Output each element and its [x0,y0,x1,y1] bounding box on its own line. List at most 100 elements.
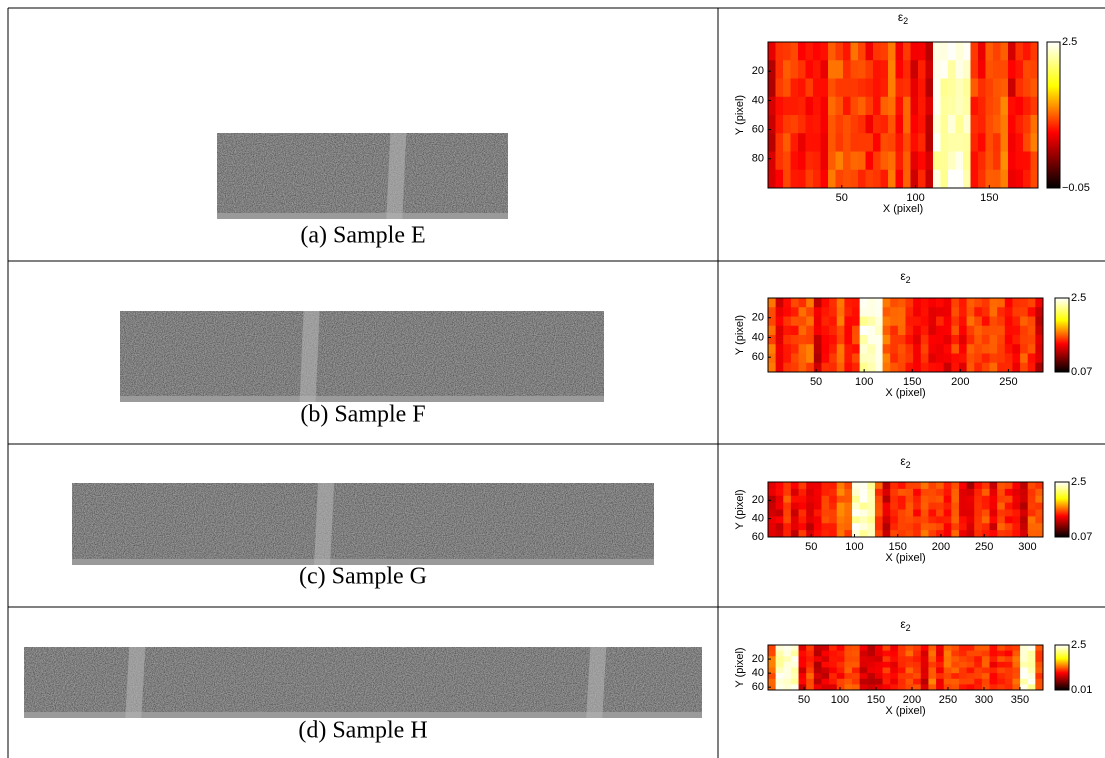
heat-cell [1020,488,1029,497]
heat-cell [920,307,929,317]
heat-cell [1004,650,1013,657]
heat-cell [850,151,859,171]
heat-cell [936,325,945,336]
x-tick-label: 350 [1011,694,1029,706]
heat-cell [989,673,998,680]
heat-cell [918,169,926,189]
heat-cell [820,133,829,152]
heat-cell [1004,362,1013,373]
heat-cell [813,335,822,345]
heat-cell [882,325,891,336]
heat-cell [882,530,891,538]
heat-cell [997,645,1006,652]
heat-cell [859,353,868,364]
heat-cell [1035,495,1044,504]
heat-cell [798,488,807,497]
heat-cell [790,115,799,134]
heat-cell [974,678,983,685]
heat-cell [1004,316,1013,327]
heat-cell [928,502,937,510]
heat-cell [1012,530,1021,538]
heat-cell [775,307,784,317]
heat-cell [913,673,922,680]
heat-cell [951,344,960,354]
heat-cell [798,495,807,504]
heat-cell [989,530,998,538]
heat-cell [888,96,896,116]
heat-cell [867,353,876,364]
heat-cell [928,656,937,663]
heat-cell [913,530,922,538]
heat-cell [928,667,937,674]
heat-cell [821,650,830,657]
heat-cell [958,656,968,663]
photo-edge [217,213,508,219]
heat-cell [844,523,853,531]
heat-cell [974,482,983,490]
heat-cell [852,307,861,317]
heat-cell [943,650,952,657]
heat-cell [936,673,945,680]
heat-cell [783,645,792,652]
heat-cell [821,316,830,327]
x-tick-label: 50 [805,541,817,553]
heat-cell [852,661,861,668]
heat-cell [951,516,960,524]
heat-cell [820,151,829,171]
heat-cell [768,673,777,680]
heat-cell [1027,307,1036,317]
heat-cell [844,502,853,510]
heat-cell [850,42,859,61]
heat-cell [888,133,896,152]
heat-cell [1027,523,1036,531]
heat-cell [775,523,784,531]
y-tick-label: 20 [752,312,764,324]
heat-cell [1030,115,1039,134]
heat-cell [905,523,914,531]
heat-cell [1008,151,1016,171]
heat-cell [997,667,1006,674]
heat-cell [798,96,806,116]
heat-cell [1015,133,1024,152]
heat-cell [790,353,799,364]
heat-cell [768,353,777,364]
heat-cell [989,684,998,691]
heat-cell [821,656,830,663]
heat-cell [997,344,1006,354]
heat-cell [844,344,853,354]
heat-cell [936,344,945,354]
heat-cell [890,353,899,364]
heat-cell [897,667,906,674]
heat-cell [936,335,945,345]
heat-cell [933,60,941,79]
heat-cell [843,115,851,134]
heat-cell [1004,495,1013,504]
heat-cell [974,495,983,504]
heat-cell [1035,298,1044,308]
heat-cell [783,523,792,531]
heat-cell [955,169,964,189]
heat-cell [836,353,845,364]
heat-cell [897,482,906,490]
heat-cell [958,335,968,345]
heat-cell [1035,667,1044,674]
heat-cell [820,42,829,61]
heat-cell [989,645,998,652]
heat-cell [850,96,859,116]
heat-cell [966,516,975,524]
heat-cell [925,169,934,189]
x-tick-label: 50 [798,694,810,706]
heat-cell [867,684,876,691]
heat-cell [768,115,776,134]
heat-cell [920,673,929,680]
heat-cell [852,530,861,538]
heat-cell [813,673,822,680]
heat-cell [790,169,799,189]
heat-cell [933,42,941,61]
heat-cell [920,362,929,373]
heat-cell [920,482,929,490]
heat-cell [813,133,821,152]
heat-cell [897,530,906,538]
heat-cell [1030,169,1039,189]
